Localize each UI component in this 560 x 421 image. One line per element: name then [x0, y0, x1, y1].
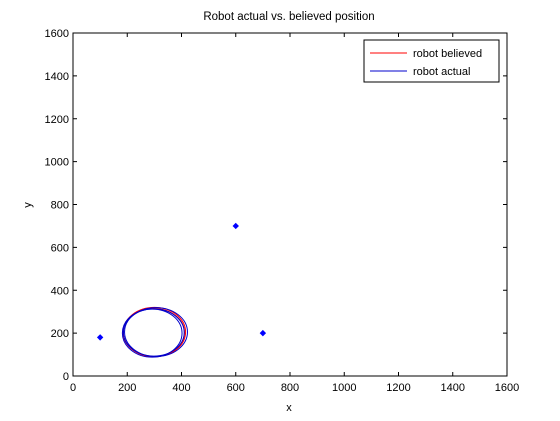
y-tick-label: 400 — [51, 285, 69, 297]
legend-label: robot actual — [413, 66, 470, 78]
y-tick-label: 200 — [51, 328, 69, 340]
x-tick-label: 1400 — [441, 382, 465, 394]
y-tick-label: 0 — [63, 371, 69, 383]
y-tick-label: 1200 — [45, 114, 69, 126]
axis-ticks — [72, 32, 508, 377]
plot-area — [96, 222, 267, 358]
y-tick-label: 800 — [51, 200, 69, 212]
landmark-point — [232, 222, 239, 230]
x-tick-label: 0 — [70, 382, 76, 394]
x-tick-label: 200 — [118, 382, 136, 394]
x-tick-label: 1600 — [495, 382, 519, 394]
series-robot-actual-path — [121, 308, 183, 358]
legend: robot believed robot actual — [363, 39, 500, 83]
legend-box — [363, 39, 500, 83]
landmark-point — [259, 329, 267, 337]
x-tick-label: 1000 — [332, 382, 356, 394]
y-axis-label: y — [22, 202, 34, 208]
y-tick-label: 1600 — [45, 28, 69, 40]
x-tick-label: 1200 — [386, 382, 410, 394]
legend-label: robot believed — [413, 48, 482, 60]
landmark-point — [96, 334, 104, 341]
chart-title: Robot actual vs. believed position — [203, 11, 374, 23]
x-axis-label: x — [286, 402, 292, 414]
y-tick-label: 1400 — [45, 71, 69, 83]
tick-labels: 0 200 400 600 800 1000 1200 1400 1600 0 200 400 600 8… — [45, 28, 520, 394]
x-tick-label: 600 — [227, 382, 245, 394]
axes-box — [72, 32, 508, 377]
y-tick-label: 600 — [51, 242, 69, 254]
x-tick-label: 400 — [172, 382, 190, 394]
x-tick-label: 800 — [281, 382, 299, 394]
y-tick-label: 1000 — [45, 157, 69, 169]
